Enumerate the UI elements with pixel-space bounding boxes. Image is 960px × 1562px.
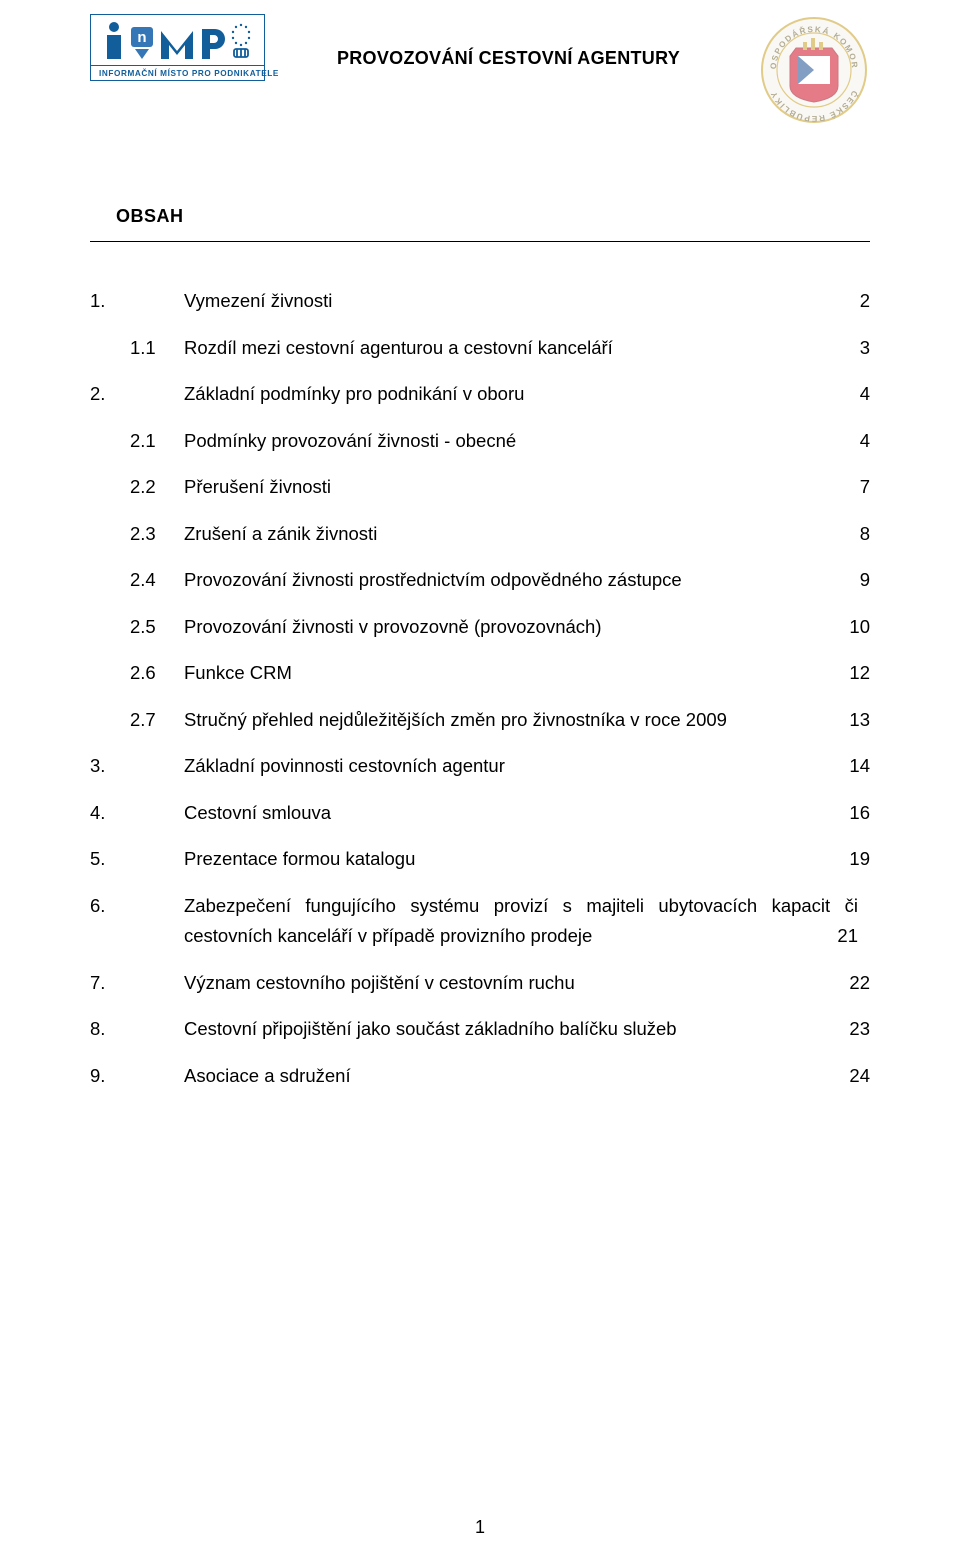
toc-page: 16 — [842, 804, 870, 823]
toc-text: Základní podmínky pro podnikání v oboru — [184, 385, 830, 404]
toc-page: 21 — [837, 927, 858, 946]
toc-entry: 1.1Rozdíl mezi cestovní agenturou a cest… — [90, 339, 870, 358]
toc-number: 5. — [90, 850, 184, 869]
toc-text: Základní povinnosti cestovních agentur — [184, 757, 830, 776]
toc-entry: 2.4Provozování živnosti prostřednictvím … — [90, 571, 870, 590]
toc-number: 2.7 — [90, 711, 184, 730]
toc-text: Prezentace formou katalogu — [184, 850, 830, 869]
logo-row: n — [99, 21, 256, 61]
toc-page: 4 — [842, 432, 870, 451]
toc-page: 8 — [842, 525, 870, 544]
toc-page: 2 — [842, 292, 870, 311]
logo-letter-m-icon — [159, 21, 195, 61]
logo-letter-p-icon — [199, 21, 225, 61]
toc-page: 14 — [842, 757, 870, 776]
logo-subtitle: INFORMAČNÍ MÍSTO PRO PODNIKATELE — [99, 69, 256, 78]
toc-text: Vymezení živnosti — [184, 292, 830, 311]
toc-page: 3 — [842, 339, 870, 358]
toc-text: Cestovní smlouva — [184, 804, 830, 823]
toc-number: 2.2 — [90, 478, 184, 497]
logo-divider — [91, 65, 264, 66]
toc-number: 8. — [90, 1020, 184, 1039]
page-title: PROVOZOVÁNÍ CESTOVNÍ AGENTURY — [265, 14, 752, 69]
toc-text: Asociace a sdružení — [184, 1067, 830, 1086]
toc-page: 9 — [842, 571, 870, 590]
toc-number: 2.4 — [90, 571, 184, 590]
toc-number: 6. — [90, 897, 184, 916]
toc-entry: 2.1Podmínky provozování živnosti - obecn… — [90, 432, 870, 451]
toc-text: Provozování živnosti v provozovně (provo… — [184, 618, 830, 637]
logo-right: HOSPODÁŘSKÁ KOMORA ČESKÉ REPUBLIKY — [752, 14, 870, 126]
toc-text: Rozdíl mezi cestovní agenturou a cestovn… — [184, 339, 830, 358]
toc-text: Význam cestovního pojištění v cestovním … — [184, 974, 830, 993]
toc-text: Přerušení živnosti — [184, 478, 830, 497]
toc-number: 2.3 — [90, 525, 184, 544]
toc-page: 19 — [842, 850, 870, 869]
logo-badge-n-icon: n — [129, 21, 155, 61]
toc-entry: 2.7Stručný přehled nejdůležitějších změn… — [90, 711, 870, 730]
page-number: 1 — [0, 1517, 960, 1538]
toc-text: Stručný přehled nejdůležitějších změn pr… — [184, 711, 830, 730]
toc-entry: 2.6Funkce CRM 12 — [90, 664, 870, 683]
toc-text: Zabezpečení fungujícího systému provizí … — [184, 897, 858, 946]
toc-entry: 2.5Provozování živnosti v provozovně (pr… — [90, 618, 870, 637]
toc-number: 1.1 — [90, 339, 184, 358]
page: n — [0, 0, 960, 1562]
toc-text-line: Zabezpečení fungujícího systému provizí … — [184, 897, 858, 916]
toc-number: 3. — [90, 757, 184, 776]
toc-text: Zrušení a zánik živnosti — [184, 525, 830, 544]
logo-left: n — [90, 14, 265, 81]
toc-entry: 4.Cestovní smlouva 16 — [90, 804, 870, 823]
toc-page: 22 — [842, 974, 870, 993]
toc-number: 2.5 — [90, 618, 184, 637]
toc-entry: 9.Asociace a sdružení 24 — [90, 1067, 870, 1086]
toc-entry: 1.Vymezení živnosti 2 — [90, 292, 870, 311]
toc-entry: 6.Zabezpečení fungujícího systému proviz… — [90, 897, 870, 946]
toc-text: Provozování živnosti prostřednictvím odp… — [184, 571, 830, 590]
toc-page: 7 — [842, 478, 870, 497]
section-heading: OBSAH — [90, 206, 870, 242]
toc-page: 13 — [842, 711, 870, 730]
toc-text: Cestovní připojištění jako součást zákla… — [184, 1020, 830, 1039]
toc-number: 9. — [90, 1067, 184, 1086]
toc-number: 2. — [90, 385, 184, 404]
toc-text: Funkce CRM — [184, 664, 830, 683]
toc-page: 10 — [842, 618, 870, 637]
toc-entry: 8.Cestovní připojištění jako součást zák… — [90, 1020, 870, 1039]
chamber-seal-icon: HOSPODÁŘSKÁ KOMORA ČESKÉ REPUBLIKY — [758, 14, 870, 126]
toc-page: 12 — [842, 664, 870, 683]
page-header: n — [90, 14, 870, 126]
toc-number: 4. — [90, 804, 184, 823]
table-of-contents: 1.Vymezení živnosti 2 1.1Rozdíl mezi cesto… — [90, 292, 870, 1085]
toc-number: 7. — [90, 974, 184, 993]
toc-number: 1. — [90, 292, 184, 311]
toc-number: 2.6 — [90, 664, 184, 683]
svg-text:n: n — [137, 29, 146, 46]
toc-page: 23 — [842, 1020, 870, 1039]
toc-entry: 2.Základní podmínky pro podnikání v obor… — [90, 385, 870, 404]
toc-entry: 7.Význam cestovního pojištění v cestovní… — [90, 974, 870, 993]
toc-number: 2.1 — [90, 432, 184, 451]
toc-entry: 2.3Zrušení a zánik živnosti 8 — [90, 525, 870, 544]
logo-box: n — [90, 14, 265, 81]
toc-text-line: cestovních kanceláří v případě provizníh… — [184, 927, 592, 946]
toc-text: Podmínky provozování živnosti - obecné — [184, 432, 830, 451]
logo-letter-i-icon — [103, 21, 125, 61]
toc-entry: 5.Prezentace formou katalogu 19 — [90, 850, 870, 869]
toc-page: 4 — [842, 385, 870, 404]
logo-eu-stars-icon — [229, 21, 253, 61]
toc-page: 24 — [842, 1067, 870, 1086]
toc-entry: 3.Základní povinnosti cestovních agentur… — [90, 757, 870, 776]
toc-entry: 2.2Přerušení živnosti 7 — [90, 478, 870, 497]
